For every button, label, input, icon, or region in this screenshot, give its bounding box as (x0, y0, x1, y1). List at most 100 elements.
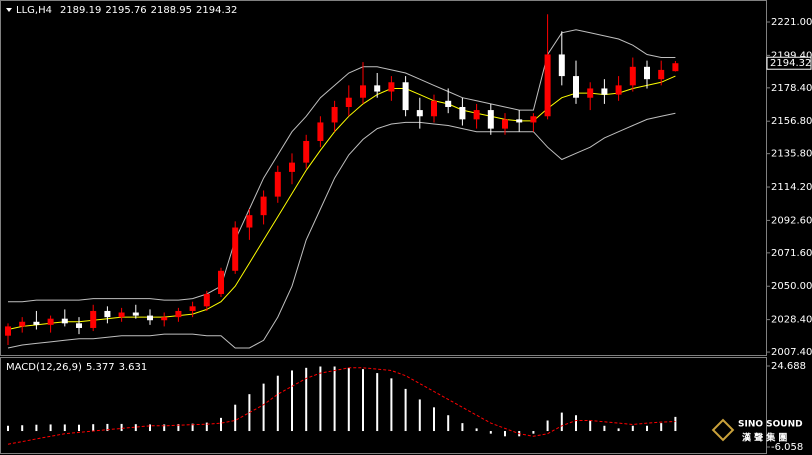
candle-body (61, 318, 68, 324)
macd-bar (617, 428, 620, 432)
macd-bar (631, 425, 634, 432)
macd-bar (461, 423, 464, 432)
current-price: 2194.32 (770, 58, 811, 69)
candle-body (19, 321, 26, 327)
candle-body (33, 321, 40, 325)
y-tick-label: 2221.00 (771, 17, 812, 28)
header-value: 2188.95 (151, 5, 192, 16)
macd-bar (433, 407, 435, 432)
candle-body (573, 76, 579, 98)
candle-body (431, 100, 437, 117)
y-tick-label: 2156.80 (771, 116, 812, 127)
candle-body (90, 310, 97, 328)
y-tick-label: 2199.40 (771, 50, 812, 61)
macd-bar (504, 431, 506, 437)
macd-label-part: 3.631 (119, 362, 148, 373)
candle-body (516, 119, 523, 123)
macd-bar (220, 417, 222, 432)
y-tick-label: 2178.40 (771, 83, 812, 94)
macd-bar (362, 369, 364, 432)
candle-body (629, 66, 636, 86)
macd-bar (660, 423, 663, 432)
macd-bar (475, 428, 478, 432)
macd-bar (546, 420, 549, 432)
candle-body (487, 110, 494, 129)
candle-body (147, 315, 153, 321)
logo-icon (711, 418, 735, 442)
candle-body (615, 85, 622, 95)
macd-bar (134, 424, 137, 432)
candle-body (416, 110, 423, 117)
candle-body (76, 323, 82, 328)
candle-body (402, 82, 409, 111)
header: LLG,H4 2189.19 2195.76 2188.95 2194.32 (16, 5, 237, 16)
macd-bar (120, 423, 123, 432)
macd-bar (63, 424, 66, 432)
macd-bar (532, 431, 535, 434)
macd-bar (92, 424, 95, 432)
candle-body (672, 63, 679, 72)
overlay-line (7, 112, 676, 349)
candle-body (345, 97, 352, 107)
candle-body (644, 66, 650, 80)
macd-bar (276, 375, 279, 432)
macd-bar (603, 425, 606, 432)
candle-body (331, 106, 338, 123)
candle-body (104, 310, 111, 318)
macd-bar (404, 388, 407, 432)
y-tick-label: -6.058 (771, 442, 803, 453)
macd-bar (21, 425, 24, 432)
candle-body (289, 162, 295, 172)
macd-bar (589, 420, 592, 432)
candle-body (658, 69, 665, 80)
candle-body (317, 122, 324, 141)
y-tick-label: 2092.60 (771, 215, 812, 226)
macd-bar (35, 424, 38, 432)
macd-bar (149, 424, 151, 432)
header-value: LLG,H4 (16, 5, 52, 16)
macd-bar (49, 424, 52, 432)
macd-label-part: MACD(12,26,9) (6, 362, 82, 373)
macd-label-part: 5.377 (86, 362, 115, 373)
candle-body (232, 227, 239, 271)
macd-bar (447, 415, 450, 432)
macd-label: MACD(12,26,9) 5.377 3.631 (6, 362, 147, 373)
candle-body (161, 317, 168, 321)
macd-bar (575, 415, 577, 432)
macd-bar (177, 424, 180, 432)
macd-panel-frame (0, 357, 767, 454)
logo-text: 漢 聲 集 團 (742, 432, 787, 444)
y-tick-label: 2028.40 (771, 315, 812, 326)
candle-body (530, 116, 537, 123)
macd-bar (646, 425, 648, 432)
macd-bar (234, 404, 237, 432)
y-tick-label: 2071.60 (771, 248, 812, 259)
header-value: 2189.19 (60, 5, 101, 16)
candle-body (274, 171, 281, 197)
candle-body (175, 310, 182, 318)
candle-body (47, 318, 54, 325)
candle-body (189, 306, 196, 311)
candle-body (374, 85, 381, 92)
candle-body (260, 196, 267, 216)
candle-body (118, 312, 125, 318)
y-tick-label: 24.688 (771, 361, 806, 372)
macd-bar (489, 431, 492, 434)
macd-bar (291, 370, 293, 432)
y-tick-label: 2135.80 (771, 149, 812, 160)
macd-bar (333, 366, 336, 432)
candle-body (473, 110, 480, 120)
macd-bar (390, 378, 393, 432)
overlay-line (8, 29, 676, 303)
candle-body (502, 119, 508, 129)
y-tick-label: 2050.00 (771, 281, 812, 292)
candle-body (203, 293, 210, 307)
macd-bar (163, 424, 166, 432)
candle-body (132, 312, 139, 316)
candle-body (246, 215, 253, 228)
macd-bar (376, 373, 379, 432)
y-tick-label: 2007.40 (771, 347, 812, 358)
candle-body (587, 88, 594, 98)
